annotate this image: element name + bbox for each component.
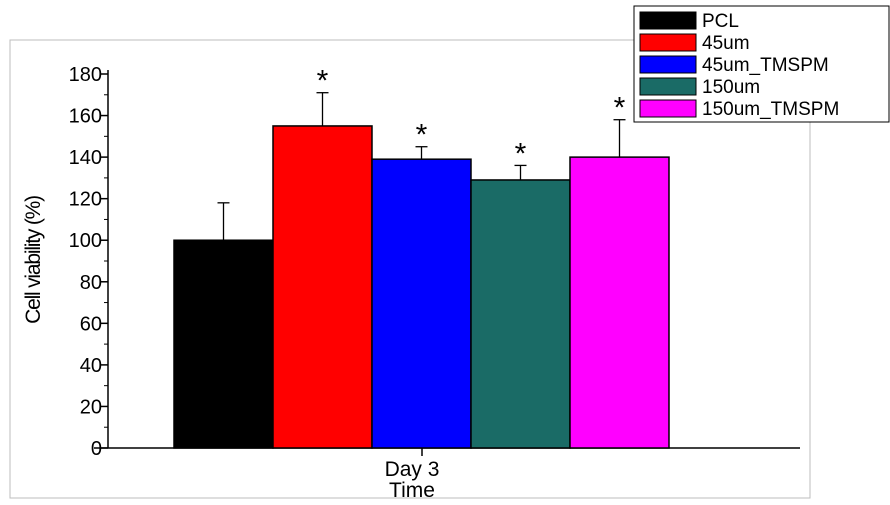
bars: * * * *	[173, 65, 670, 449]
x-category-label: Day 3	[385, 458, 440, 481]
legend-label: 45um	[702, 33, 750, 54]
x-axis-label: Time	[389, 479, 435, 500]
legend-swatch	[639, 55, 697, 74]
bar	[272, 125, 373, 449]
legend-label: 45um_TMSPM	[702, 55, 829, 76]
significance-marker: *	[317, 65, 329, 98]
bar	[470, 179, 571, 449]
significance-marker: *	[614, 92, 626, 125]
y-tick-label: 180	[69, 64, 102, 86]
legend-label: PCL	[702, 11, 739, 32]
y-tick-label: 140	[69, 147, 102, 169]
labels: Cell viability (%) Day 3 Time	[22, 196, 440, 502]
significance-marker: *	[515, 137, 527, 170]
bar	[371, 158, 472, 449]
y-tick-label: 40	[80, 355, 102, 377]
legend-swatch	[639, 11, 697, 30]
legend-swatch	[639, 99, 697, 118]
legend-swatch	[639, 33, 697, 52]
y-tick-label: 160	[69, 106, 102, 128]
y-tick-label: 80	[80, 272, 102, 294]
y-tick-label: 120	[69, 189, 102, 211]
bar	[569, 156, 670, 449]
significance-marker: *	[416, 119, 428, 152]
y-tick-label: 60	[80, 313, 102, 335]
legend-swatch	[639, 77, 697, 96]
y-tick-label: 0	[91, 438, 102, 460]
legend-label: 150um_TMSPM	[702, 99, 839, 120]
legend-label: 150um	[702, 77, 760, 98]
y-axis-label: Cell viability (%)	[22, 196, 45, 324]
y-tick-label: 20	[80, 396, 102, 418]
bar	[173, 239, 274, 449]
y-tick-label: 100	[69, 230, 102, 252]
